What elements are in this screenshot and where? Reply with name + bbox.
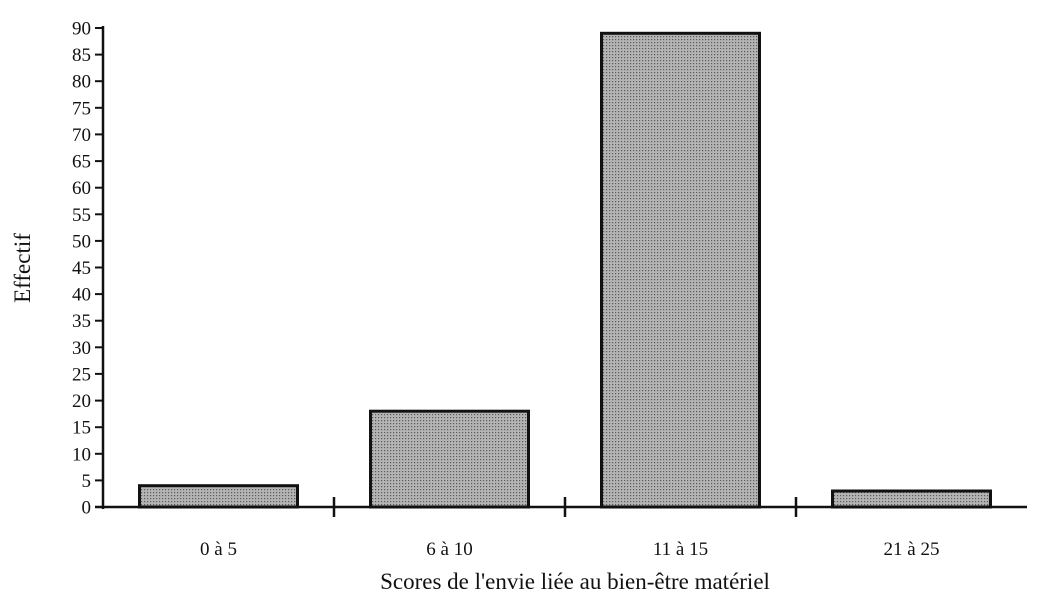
y-tick-label: 55	[72, 205, 91, 226]
bar-3	[600, 31, 761, 509]
y-tick-label: 80	[72, 72, 91, 93]
y-tick-label: 10	[72, 444, 91, 465]
x-tick-label: 21 à 25	[884, 539, 940, 560]
bars-layer	[138, 31, 992, 509]
y-tick-label: 25	[72, 364, 91, 385]
y-tick-label: 65	[72, 152, 91, 173]
y-tick-label: 40	[72, 285, 91, 306]
y-tick-label: 60	[72, 178, 91, 199]
bar-2	[369, 409, 530, 509]
labels-layer: 0 à 5 6 à 10 11 à 15 21 à 25 0 5 10 15 20 25 30 35 4…	[72, 19, 939, 561]
y-tick-label: 50	[72, 231, 91, 252]
x-tick-label: 6 à 10	[426, 539, 472, 560]
y-tick-label: 35	[72, 311, 91, 332]
axes-layer	[95, 26, 1027, 517]
x-tick-label: 0 à 5	[200, 539, 237, 560]
y-axis-title: Effectif	[10, 233, 35, 303]
y-tick-label: 5	[82, 471, 92, 492]
y-tick-label: 85	[72, 45, 91, 66]
y-tick-label: 90	[72, 19, 91, 40]
bar-4	[831, 489, 992, 509]
y-tick-label: 30	[72, 338, 91, 359]
y-tick-label: 75	[72, 98, 91, 119]
x-axis-title: Scores de l'envie liée au bien-être maté…	[380, 569, 770, 594]
y-tick-label: 20	[72, 391, 91, 412]
y-tick-label: 45	[72, 258, 91, 279]
y-tick-label: 0	[82, 498, 92, 519]
y-tick-label: 70	[72, 125, 91, 146]
bar-1	[138, 484, 299, 509]
y-tick-label: 15	[72, 418, 91, 439]
x-tick-label: 11 à 15	[653, 539, 708, 560]
